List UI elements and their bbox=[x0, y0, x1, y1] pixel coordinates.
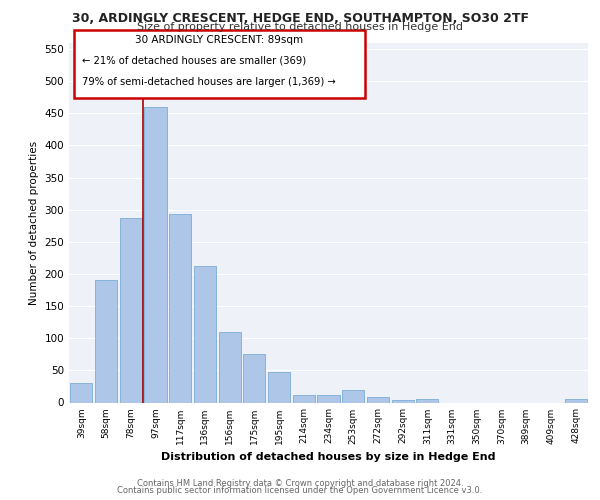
Text: Contains public sector information licensed under the Open Government Licence v3: Contains public sector information licen… bbox=[118, 486, 482, 495]
Bar bbox=[293, 395, 315, 402]
Bar bbox=[243, 354, 265, 403]
Bar bbox=[169, 214, 191, 402]
Text: 79% of semi-detached houses are larger (1,369) →: 79% of semi-detached houses are larger (… bbox=[82, 78, 336, 88]
Bar bbox=[95, 280, 117, 402]
X-axis label: Distribution of detached houses by size in Hedge End: Distribution of detached houses by size … bbox=[161, 452, 496, 462]
Bar bbox=[119, 218, 142, 402]
Text: 30 ARDINGLY CRESCENT: 89sqm: 30 ARDINGLY CRESCENT: 89sqm bbox=[136, 36, 304, 46]
Bar bbox=[218, 332, 241, 402]
Bar bbox=[392, 400, 414, 402]
Bar bbox=[70, 383, 92, 402]
FancyBboxPatch shape bbox=[74, 30, 365, 98]
Bar bbox=[194, 266, 216, 402]
Bar bbox=[317, 396, 340, 402]
Bar bbox=[416, 400, 439, 402]
Bar bbox=[145, 107, 167, 403]
Bar bbox=[268, 372, 290, 402]
Y-axis label: Number of detached properties: Number of detached properties bbox=[29, 140, 39, 304]
Bar bbox=[367, 398, 389, 402]
Text: Contains HM Land Registry data © Crown copyright and database right 2024.: Contains HM Land Registry data © Crown c… bbox=[137, 478, 463, 488]
Bar bbox=[565, 400, 587, 402]
Text: 30, ARDINGLY CRESCENT, HEDGE END, SOUTHAMPTON, SO30 2TF: 30, ARDINGLY CRESCENT, HEDGE END, SOUTHA… bbox=[71, 12, 529, 26]
Bar bbox=[342, 390, 364, 402]
Text: Size of property relative to detached houses in Hedge End: Size of property relative to detached ho… bbox=[137, 22, 463, 32]
Text: ← 21% of detached houses are smaller (369): ← 21% of detached houses are smaller (36… bbox=[82, 56, 306, 66]
